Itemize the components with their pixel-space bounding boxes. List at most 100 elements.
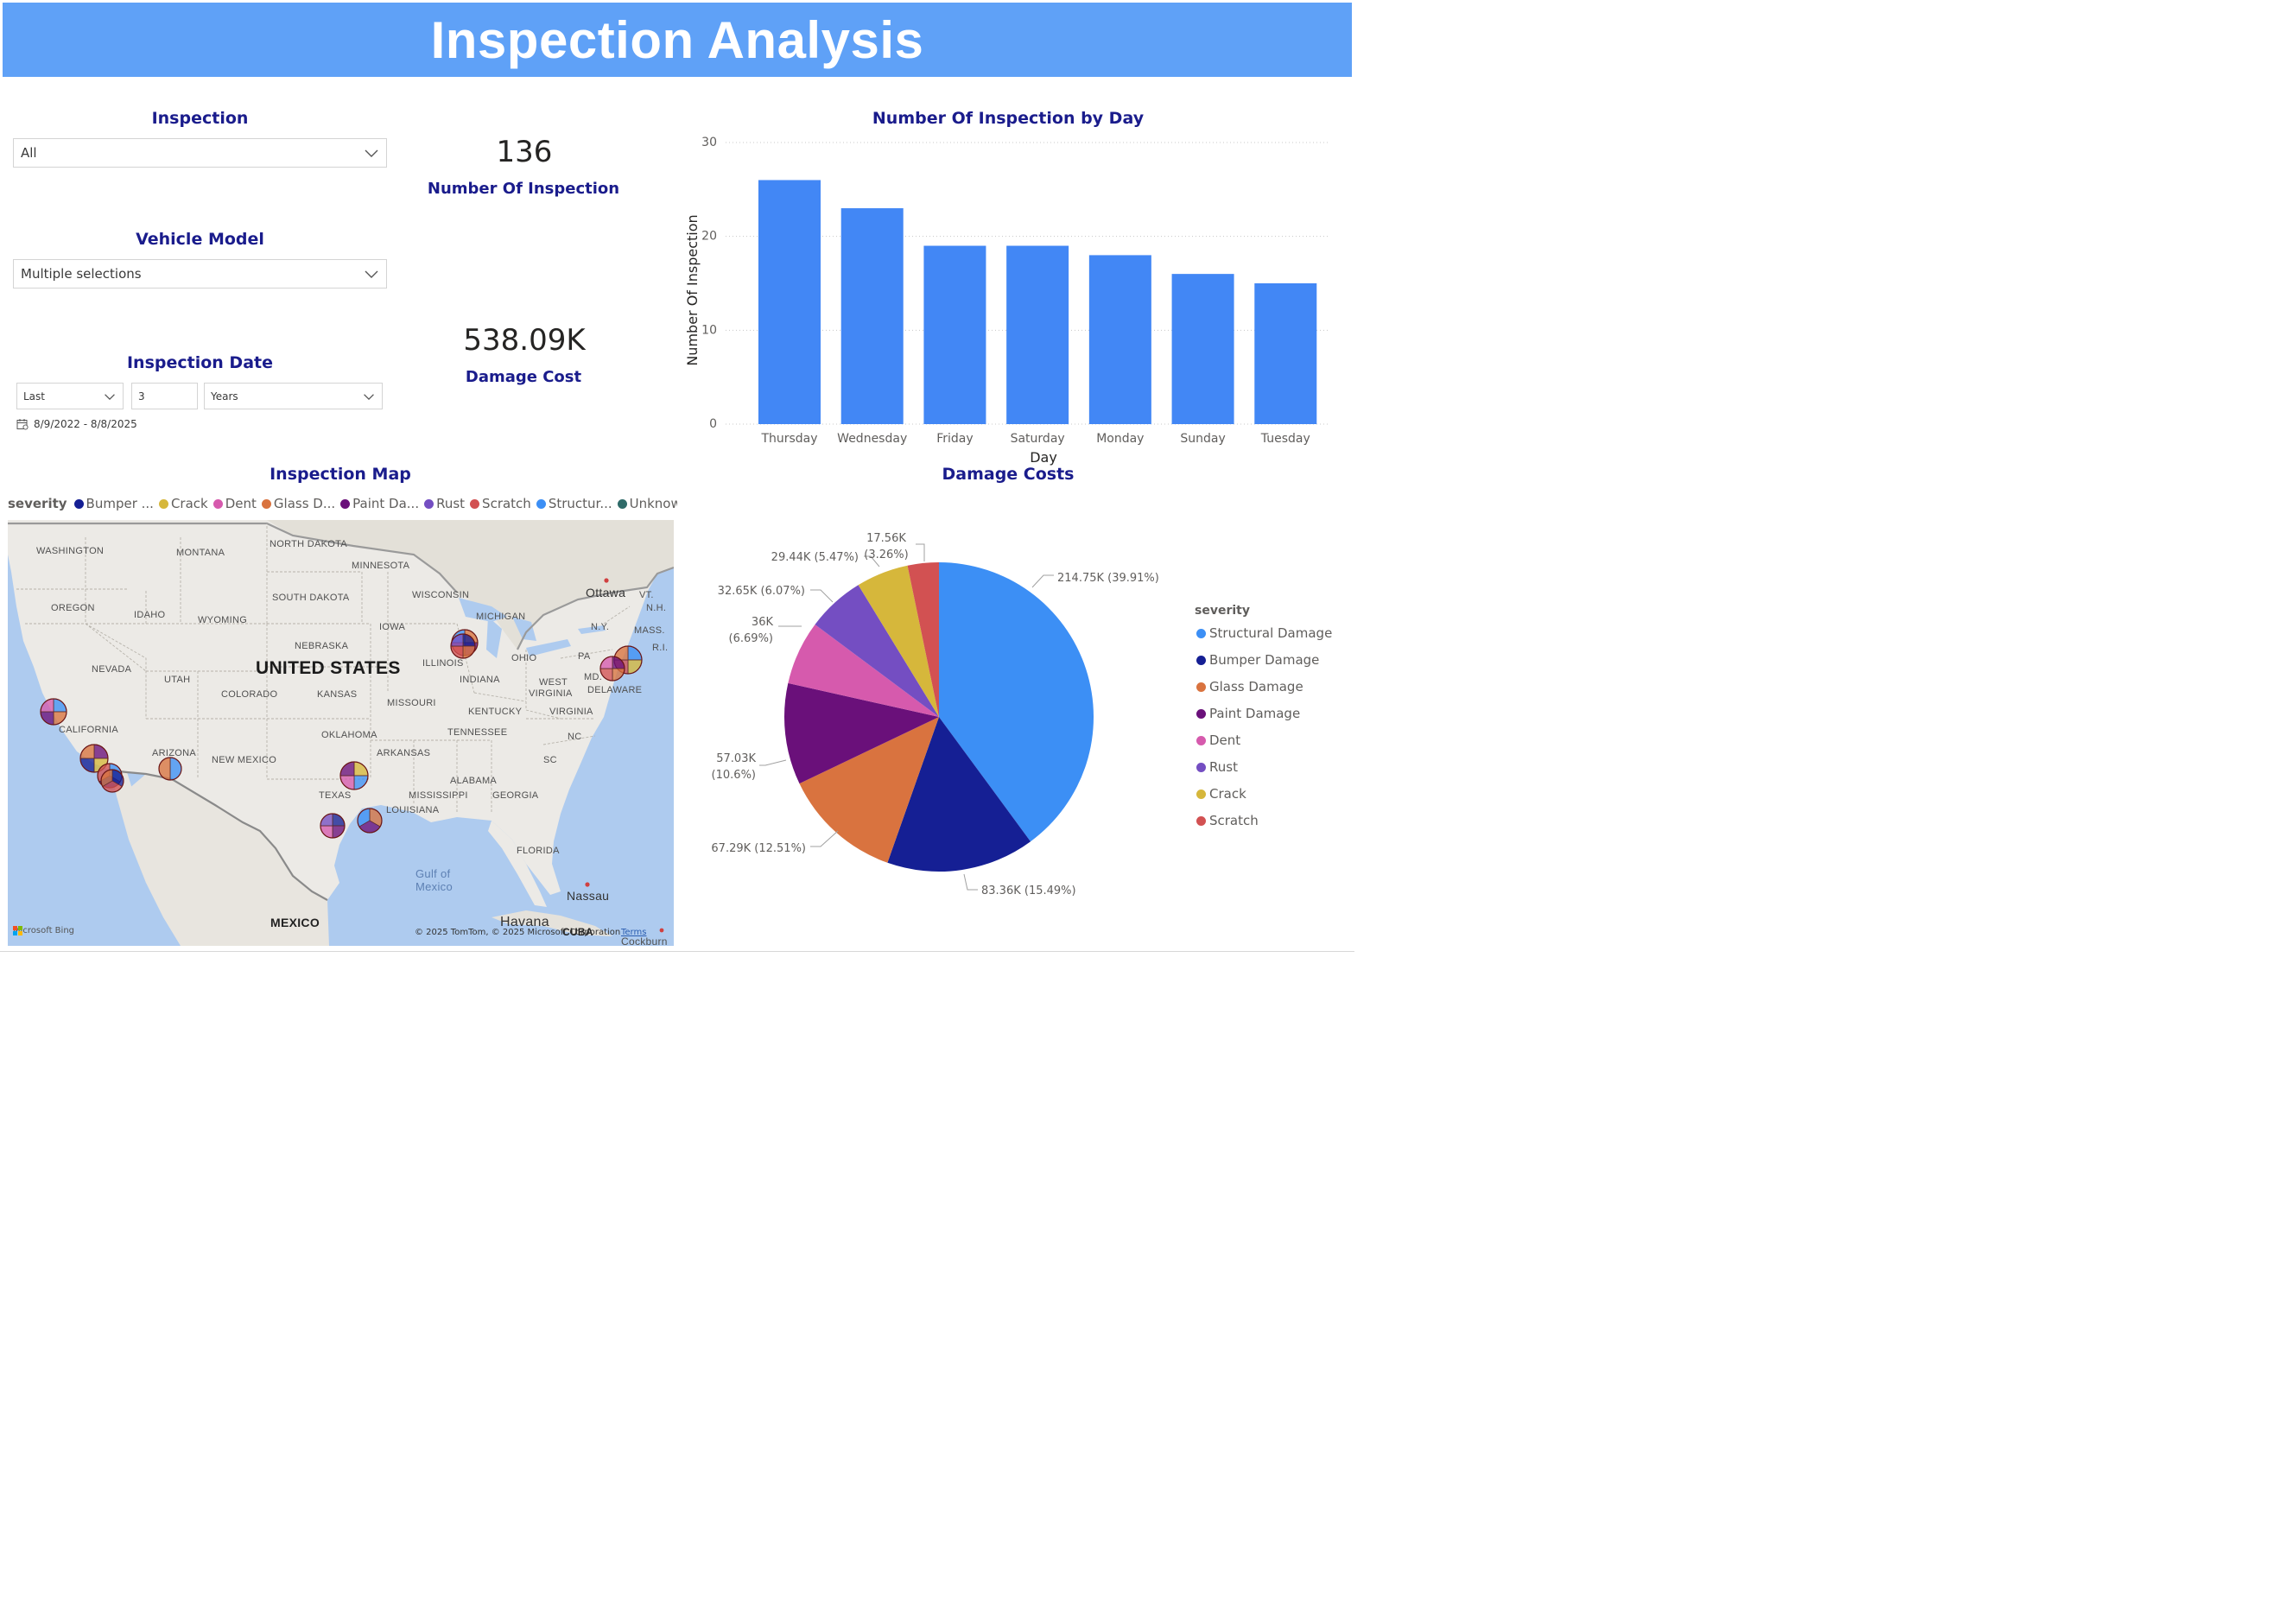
pie-data-label: 17.56K (866, 532, 906, 545)
pie-slice-crack (858, 565, 939, 717)
map-legend-item[interactable]: Unknow (617, 496, 677, 511)
map-legend-item[interactable]: Crack (158, 496, 208, 511)
pie-legend-label: Scratch (1209, 813, 1259, 828)
bing-label: Microsoft Bing (13, 926, 75, 935)
pie-data-label: 29.44K (5.47%) (771, 551, 859, 564)
map-legend-item[interactable]: Dent (212, 496, 257, 511)
date-count-input[interactable]: 3 (131, 383, 198, 409)
vehicle-model-dropdown[interactable]: Multiple selections (13, 259, 387, 289)
y-tick-label: 0 (709, 417, 717, 431)
map-legend-item[interactable]: Rust (424, 496, 465, 511)
map-label-arizona: ARIZONA (152, 748, 196, 758)
pie-legend-item[interactable]: Paint Damage (1196, 706, 1300, 721)
x-tick-label: Sunday (1180, 432, 1225, 446)
map-label-wisconsin: WISCONSIN (412, 590, 470, 600)
x-tick-label: Friday (936, 432, 973, 446)
map-label-nh: N.H. (646, 603, 667, 613)
date-range-display: 8/9/2022 - 8/8/2025 (16, 418, 137, 430)
pie-data-label: 83.36K (15.49%) (981, 885, 1076, 897)
header-banner: Inspection Analysis (3, 3, 1352, 77)
pie-leader-line (1031, 574, 1054, 588)
legend-dot (1196, 655, 1206, 665)
map-label-ottawa: Ottawa (586, 586, 626, 599)
map-markers (40, 629, 643, 839)
calendar-icon (16, 419, 29, 430)
pie-legend-item[interactable]: Bumper Damage (1196, 652, 1319, 668)
y-axis-label: Number Of Inspection (684, 214, 701, 365)
date-range-text: 8/9/2022 - 8/8/2025 (34, 418, 137, 430)
inspection-dropdown[interactable]: All (13, 138, 387, 168)
map-legend-label: Glass D... (273, 496, 336, 511)
bar-chart: 0 10 20 30 Thursday Wednesday Friday Saturday Mo… (684, 136, 1330, 466)
map-marker-ring (79, 744, 109, 773)
map-label-california: CALIFORNIA (59, 725, 119, 735)
pie-legend-item[interactable]: Glass Damage (1196, 679, 1303, 694)
map-marker-ring (40, 698, 67, 726)
map-label-oregon: OREGON (51, 603, 95, 613)
legend-dot (617, 498, 627, 509)
pie-data-label: 214.75K (39.91%) (1057, 572, 1159, 585)
date-mode-dropdown[interactable]: Last (16, 383, 124, 409)
date-unit-dropdown[interactable]: Years (204, 383, 383, 409)
map-marker-ring (599, 656, 625, 682)
pie-legend-item[interactable]: Structural Damage (1196, 625, 1332, 641)
bar-friday (923, 245, 986, 424)
map-label-colorado: COLORADO (221, 689, 278, 700)
legend-dot (261, 498, 271, 509)
pie-legend-item[interactable]: Dent (1196, 732, 1240, 748)
map-label-pa: PA (578, 651, 591, 662)
pie-data-label: (3.26%) (864, 549, 908, 561)
y-tick-label: 20 (701, 230, 717, 244)
inspection-map[interactable]: WASHINGTON MONTANA NORTH DAKOTA MINNESOT… (8, 520, 674, 946)
map-marker-ring (450, 633, 476, 659)
pie-legend-item[interactable]: Scratch (1196, 813, 1259, 828)
pie-slice-structural-damage (939, 562, 1094, 842)
legend-dot (424, 498, 434, 509)
map-marker (450, 633, 476, 659)
bottom-divider (0, 951, 1354, 952)
pie-leader-line (963, 873, 978, 891)
map-legend-item[interactable]: Structur... (536, 496, 612, 511)
legend-dot (1196, 708, 1206, 719)
map-label-sc: SC (543, 755, 557, 765)
inspection-slicer-title: Inspection (151, 109, 249, 128)
map-terms-link[interactable]: Terms (621, 928, 647, 937)
map-label-kansas: KANSAS (317, 689, 358, 700)
map-label-md: MD. (584, 672, 603, 682)
map-marker-ring (320, 813, 346, 839)
map-legend-item[interactable]: Scratch (470, 496, 531, 511)
legend-dot (73, 498, 84, 509)
bar-monday (1088, 255, 1151, 424)
map-label-nebraska: NEBRASKA (295, 641, 349, 651)
map-legend-item[interactable]: Paint Da... (340, 496, 419, 511)
date-count-value: 3 (138, 390, 145, 403)
vehicle-model-slicer-title: Vehicle Model (136, 230, 264, 249)
pie-leader-line (810, 830, 839, 847)
pie-legend-label: Paint Damage (1209, 706, 1301, 721)
legend-dot (1196, 789, 1206, 799)
kpi-inspection-count: 136 (496, 135, 553, 169)
x-tick-label: Tuesday (1260, 432, 1310, 446)
bar-chart-title: Number Of Inspection by Day (872, 109, 1145, 128)
map-label-nevada: NEVADA (92, 664, 132, 675)
map-legend-item[interactable]: Glass D... (261, 496, 336, 511)
map-label-georgia: GEORGIA (492, 790, 539, 801)
map-label-indiana: INDIANA (460, 675, 500, 685)
legend-dot (1196, 762, 1206, 772)
legend-dot (1196, 735, 1206, 745)
inspection-dropdown-value: All (21, 145, 37, 161)
map-legend-label: Paint Da... (352, 496, 420, 511)
map-legend-label: Bumper ... (86, 496, 154, 511)
map-label-wyoming: WYOMING (198, 615, 248, 625)
chevron-down-icon (105, 393, 115, 400)
pie-data-label: 32.65K (6.07%) (718, 585, 805, 598)
legend-dot (536, 498, 546, 509)
map-label-louisiana: LOUISIANA (386, 805, 440, 815)
pie-legend-item[interactable]: Crack (1196, 786, 1246, 802)
x-tick-label: Saturday (1011, 432, 1065, 446)
map-marker (339, 761, 369, 790)
pie-legend-item[interactable]: Rust (1196, 759, 1238, 775)
map-legend-item[interactable]: Bumper ... (73, 496, 154, 511)
map-label-mass: MASS. (634, 625, 665, 636)
legend-dot (1196, 815, 1206, 826)
